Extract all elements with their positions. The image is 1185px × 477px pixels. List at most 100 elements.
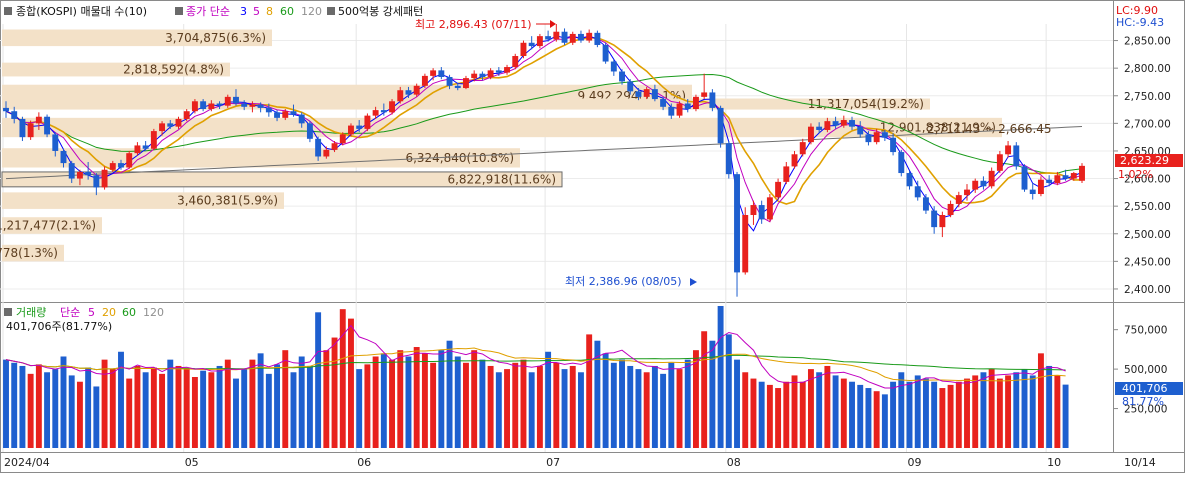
candle-body (775, 181, 782, 198)
date-axis: 2024/04 05 06 07 08 09 10 10/14 (4, 456, 1156, 469)
candle-body (167, 123, 174, 127)
volume-bar (495, 372, 502, 448)
volume-bar (1037, 353, 1044, 448)
volume-bar (536, 365, 543, 448)
volume-bar (528, 372, 535, 448)
volume-bar (348, 318, 354, 448)
candle-body (1037, 179, 1044, 195)
volume-bar (52, 369, 59, 448)
pattern-menu-icon[interactable] (327, 7, 335, 15)
ma5-line (5, 35, 1083, 223)
volume-profile-band (2, 244, 64, 262)
candle-body (857, 126, 864, 135)
volume-profile-label: 763,778(1.3%) (0, 246, 58, 260)
volume-ma60-line (5, 354, 1066, 371)
volume-bar (955, 381, 962, 448)
volume-tick-label: 750,000 (1124, 325, 1167, 337)
volume-bar (487, 365, 494, 448)
candle-body (873, 132, 880, 143)
volume-bar (635, 369, 642, 448)
candle-body (331, 143, 338, 150)
current-volume-tag: 401,706 81.77% (1115, 382, 1183, 408)
candle-body (947, 203, 954, 215)
volume-profile-label: 6,822,918(11.6%) (447, 172, 556, 186)
candle-body (602, 44, 609, 62)
volume-bar (520, 359, 527, 448)
volume-title[interactable]: 거래량 (16, 306, 46, 319)
volume-bar (380, 353, 387, 448)
candle-body (85, 171, 92, 176)
volume-bar (1005, 375, 1012, 448)
candle-body (68, 163, 75, 179)
volume-bar (964, 378, 970, 448)
volume-bar (142, 372, 149, 448)
volume-bar (118, 351, 124, 448)
candle-body (717, 107, 724, 144)
indicator-title[interactable]: 종합(KOSPI) 매물대 수(10) (16, 5, 147, 18)
volume-bar (775, 388, 782, 448)
volume-bar (257, 353, 264, 448)
period-high-label: 최고 2,896.43 (07/11) (415, 18, 532, 31)
volume-bar (849, 381, 855, 448)
candle-body (364, 115, 371, 129)
volume-bar (545, 351, 552, 448)
volume-bar (569, 365, 576, 448)
volume-bar (684, 359, 691, 448)
date-axis-label: 08 (727, 456, 741, 469)
ma8-line (5, 36, 1082, 205)
pattern-label[interactable]: 500억봉 강세패턴 (338, 5, 423, 18)
volume-bar (766, 384, 773, 448)
change-tag-value: 1.02% (1118, 168, 1153, 181)
candle-body (1062, 175, 1069, 179)
volume-profile-label: 3,460,381(5.9%) (177, 194, 278, 208)
volume-bars (3, 306, 1069, 448)
volume-profile-label: 6,324,840(10.8%) (405, 151, 514, 165)
volume-bar (85, 367, 92, 448)
price-tick-label: 2,500.00 (1124, 229, 1171, 241)
volume-bar (1021, 369, 1028, 448)
volume-bar (331, 337, 338, 448)
panel-menu-icon[interactable] (4, 7, 12, 15)
candle-body (265, 107, 272, 113)
price-tick-label: 2,550.00 (1124, 201, 1171, 213)
volume-bar (438, 350, 445, 448)
ma-label[interactable]: 종가 단순 (186, 5, 230, 18)
volume-bar (676, 369, 683, 448)
volume-bar (216, 365, 223, 448)
candle-body (832, 121, 839, 126)
candlestick-series (3, 24, 1085, 297)
volume-bar (799, 381, 806, 448)
candle-body (504, 67, 510, 73)
volume-bar (1054, 375, 1061, 448)
candle-body (463, 78, 469, 89)
ma-menu-icon[interactable] (175, 7, 183, 15)
date-axis-label: 10/14 (1124, 456, 1156, 469)
vma60-label: 60 (122, 306, 136, 319)
price-axis: 2,850.002,800.002,750.002,700.002,650.00… (1113, 36, 1171, 296)
volume-bar (890, 381, 897, 448)
volume-bar (241, 369, 248, 448)
candle-body (438, 70, 445, 77)
candle-body (249, 104, 256, 107)
price-tag-value: 2,623.29 (1120, 154, 1169, 167)
candle-body (126, 153, 133, 168)
candle-body (60, 150, 67, 164)
candle-body (134, 145, 141, 154)
volume-menu-icon[interactable] (4, 308, 12, 316)
candle-body (274, 112, 281, 118)
candle-body (553, 31, 560, 40)
candle-body (692, 96, 699, 110)
volume-profile-band (2, 62, 230, 77)
candle-body (446, 76, 453, 86)
volume-bar (586, 334, 593, 448)
volume-ma5-line (5, 324, 1066, 389)
candle-body (988, 170, 995, 187)
price-tick-label: 2,750.00 (1124, 91, 1171, 103)
candle-body (964, 189, 970, 196)
ma8-label: 8 (266, 5, 273, 18)
volume-bar (947, 384, 954, 448)
volume-bar (512, 362, 519, 448)
ma5-label: 5 (253, 5, 260, 18)
